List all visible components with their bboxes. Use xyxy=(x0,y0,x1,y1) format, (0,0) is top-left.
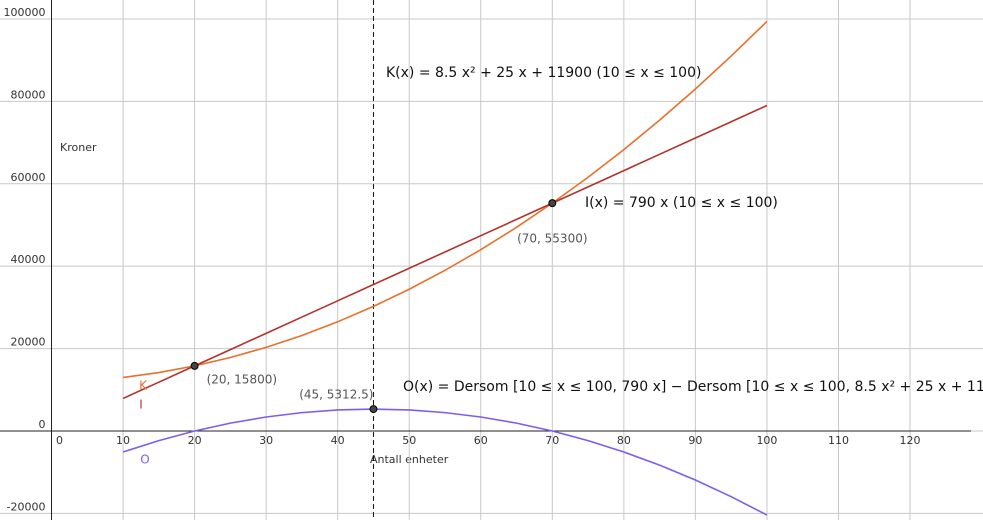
x-tick-label: 50 xyxy=(402,434,416,447)
point xyxy=(369,405,378,414)
x-tick-label: 10 xyxy=(116,434,130,447)
x-tick-label: 100 xyxy=(756,434,777,447)
y-tick-label: 100000 xyxy=(4,6,46,19)
point xyxy=(548,199,557,208)
x-tick-label: 30 xyxy=(259,434,273,447)
x-tick-label: 90 xyxy=(688,434,702,447)
annotation: K(x) = 8.5 x² + 25 x + 11900 (10 ≤ x ≤ 1… xyxy=(386,65,701,81)
curve-label: K xyxy=(139,379,148,393)
x-tick-label: 20 xyxy=(188,434,202,447)
curve-label: I xyxy=(139,398,143,412)
y-tick-label: 40000 xyxy=(11,253,46,266)
point-label: (70, 55300) xyxy=(517,232,587,246)
x-tick-label: 110 xyxy=(828,434,849,447)
x-tick-label: 60 xyxy=(474,434,488,447)
y-tick-label: 60000 xyxy=(11,171,46,184)
point-label: (20, 15800) xyxy=(207,372,277,386)
x-tick-label: 0 xyxy=(56,434,63,447)
annotation: O(x) = Dersom [10 ≤ x ≤ 100, 790 x] − De… xyxy=(403,379,983,395)
point xyxy=(190,361,199,370)
x-tick-label: 120 xyxy=(900,434,921,447)
curve xyxy=(122,408,768,516)
curve xyxy=(122,20,768,379)
x-tick-label: 80 xyxy=(617,434,631,447)
y-tick-label: -20000 xyxy=(7,500,46,513)
y-tick-label: 0 xyxy=(39,418,46,431)
x-tick-label: 40 xyxy=(331,434,345,447)
curve xyxy=(122,104,768,400)
y-axis-label: Kroner xyxy=(60,141,97,154)
y-tick-label: 80000 xyxy=(11,88,46,101)
curve-label: O xyxy=(140,453,149,467)
y-tick-label: 20000 xyxy=(11,336,46,349)
point-label: (45, 5312.5) xyxy=(299,388,373,402)
annotation: I(x) = 790 x (10 ≤ x ≤ 100) xyxy=(585,195,778,211)
x-tick-label: 70 xyxy=(545,434,559,447)
